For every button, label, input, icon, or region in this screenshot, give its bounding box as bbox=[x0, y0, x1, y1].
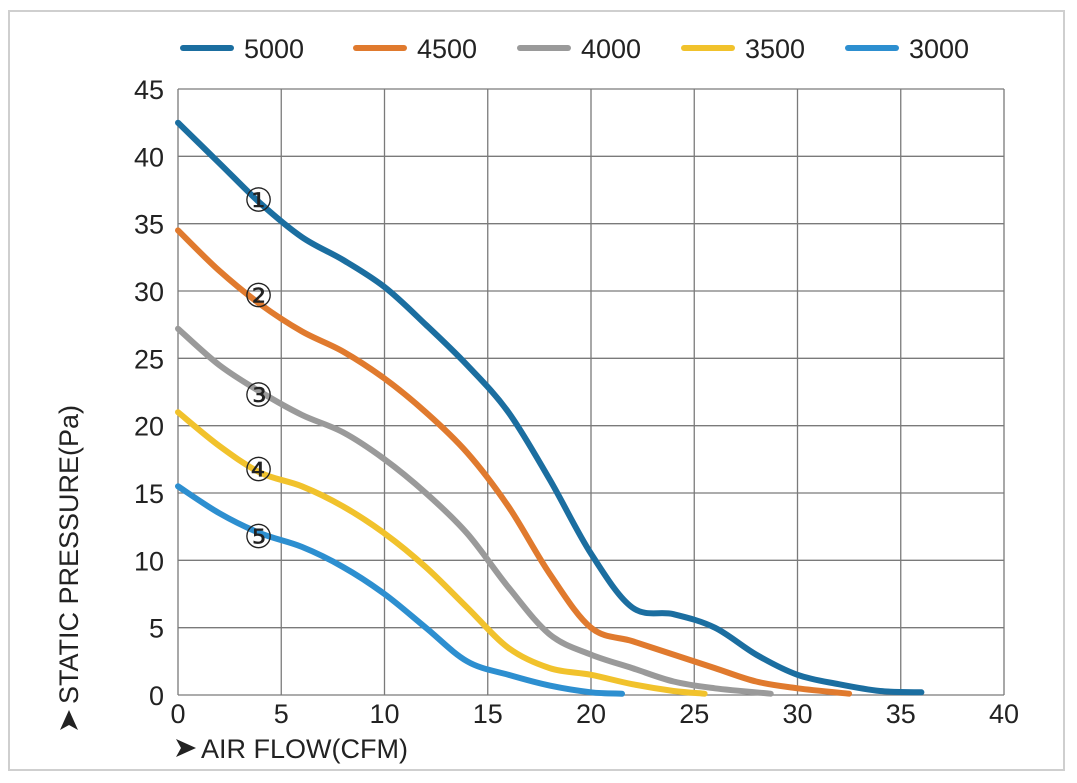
x-tick-label: 40 bbox=[989, 699, 1019, 729]
x-tick-label: 25 bbox=[679, 699, 709, 729]
x-axis-arrow-icon bbox=[176, 739, 196, 757]
curve-markers: ① ② ③ ④ ⑤ bbox=[244, 181, 274, 555]
y-tick-label: 0 bbox=[149, 681, 164, 711]
legend-label: 4000 bbox=[581, 34, 641, 64]
curve-marker: ⑤ bbox=[244, 518, 274, 555]
legend: 5000 4500 4000 3500 3000 bbox=[180, 34, 969, 64]
legend-label: 4500 bbox=[417, 34, 477, 64]
y-tick-label: 15 bbox=[134, 479, 164, 509]
curve-marker: ① bbox=[244, 181, 274, 218]
x-axis-title: AIR FLOW(CFM) bbox=[201, 734, 408, 764]
legend-label: 5000 bbox=[244, 34, 304, 64]
y-tick-label: 30 bbox=[134, 277, 164, 307]
x-tick-label: 5 bbox=[274, 699, 289, 729]
y-tick-labels: 0 5 10 15 20 25 30 35 40 45 bbox=[134, 75, 164, 711]
y-tick-label: 20 bbox=[134, 412, 164, 442]
series-line-5000 bbox=[175, 119, 925, 696]
grid bbox=[177, 88, 1005, 696]
x-tick-labels: 0 5 10 15 20 25 30 35 40 bbox=[170, 699, 1019, 729]
x-axis-title-group: AIR FLOW(CFM) bbox=[176, 734, 408, 764]
x-tick-label: 0 bbox=[170, 699, 185, 729]
y-axis-title: STATIC PRESSURE(Pa) bbox=[54, 405, 84, 704]
series-line-3500 bbox=[175, 409, 708, 697]
x-tick-label: 15 bbox=[473, 699, 503, 729]
legend-label: 3500 bbox=[745, 34, 805, 64]
chart-frame bbox=[8, 10, 1065, 771]
y-axis-arrow-icon bbox=[60, 710, 78, 730]
x-tick-label: 10 bbox=[369, 699, 399, 729]
y-tick-label: 25 bbox=[134, 344, 164, 374]
legend-label: 3000 bbox=[909, 34, 969, 64]
x-tick-label: 35 bbox=[886, 699, 916, 729]
curve-marker: ② bbox=[244, 277, 274, 314]
x-tick-label: 20 bbox=[576, 699, 606, 729]
series-line-3000 bbox=[175, 483, 625, 697]
y-axis-title-group: STATIC PRESSURE(Pa) bbox=[54, 405, 84, 730]
y-tick-label: 10 bbox=[134, 546, 164, 576]
y-tick-label: 40 bbox=[134, 142, 164, 172]
series-line-4500 bbox=[175, 227, 853, 697]
y-tick-label: 5 bbox=[149, 614, 164, 644]
curve-marker: ④ bbox=[244, 451, 274, 488]
series-lines bbox=[175, 119, 925, 697]
y-tick-label: 35 bbox=[134, 210, 164, 240]
y-tick-label: 45 bbox=[134, 75, 164, 105]
x-tick-label: 30 bbox=[782, 699, 812, 729]
curve-marker: ③ bbox=[244, 377, 274, 414]
series-line-4000 bbox=[175, 325, 774, 697]
